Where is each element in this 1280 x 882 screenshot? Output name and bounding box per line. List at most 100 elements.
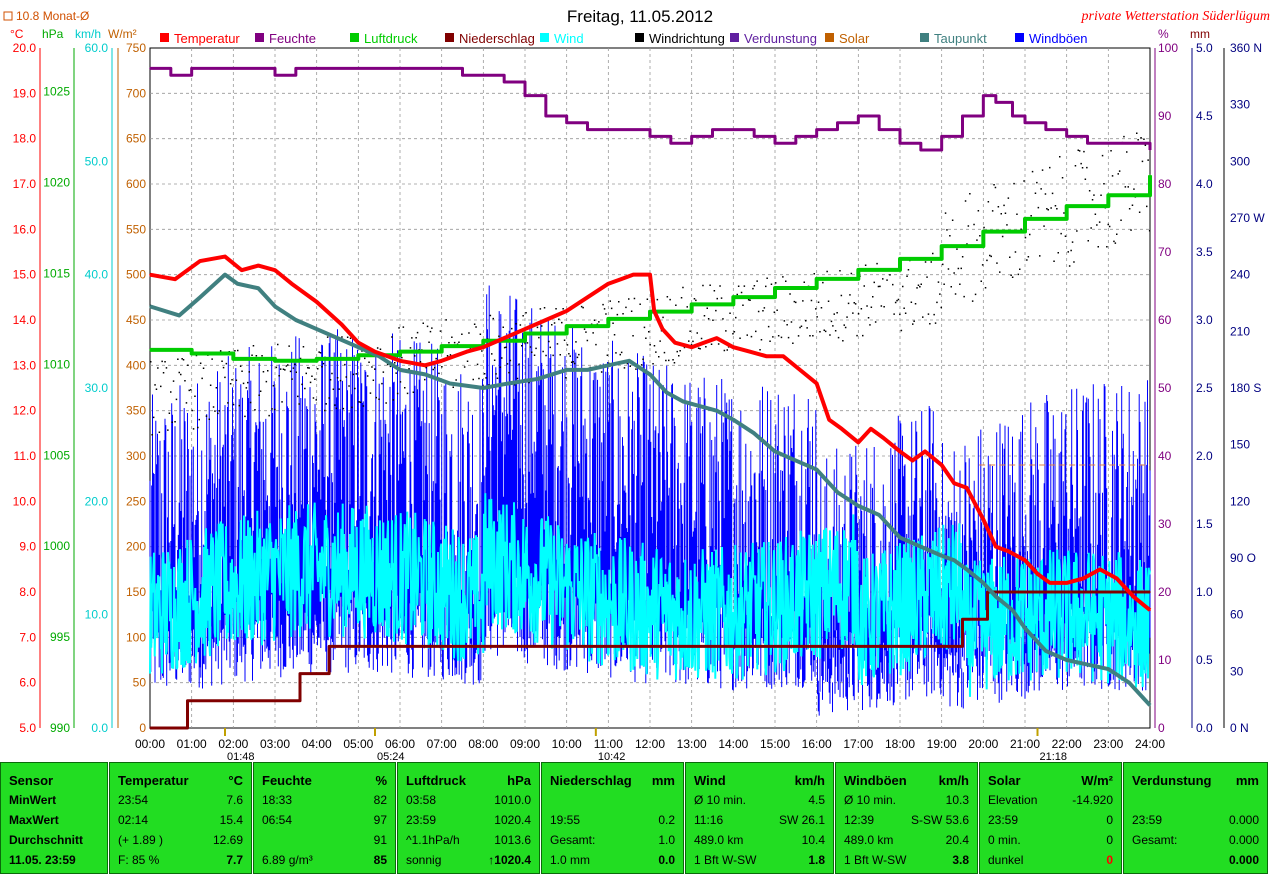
stats-label: MaxWert	[9, 813, 59, 827]
point-temperatur	[690, 346, 693, 349]
stats-value: 0	[1106, 833, 1113, 847]
point-luftdruck	[690, 303, 693, 306]
stats-header: Luftdruck hPa	[406, 773, 531, 789]
point-feuchte	[170, 74, 172, 76]
stats-label: Durchschnitt	[9, 833, 84, 847]
tick-time: 08:00	[468, 737, 498, 751]
point-temperatur	[653, 310, 655, 312]
point-temperatur	[782, 355, 785, 358]
stats-header-label: Feuchte	[262, 773, 312, 788]
stats-row: Ø 10 min. 10.3	[844, 793, 969, 809]
stats-label: ^1.1hPa/h	[406, 833, 460, 847]
tick-direction: 270 W	[1230, 211, 1265, 225]
point-taupunkt	[607, 364, 610, 367]
stats-row: 1 Bft W-SW 3.8	[844, 853, 969, 869]
point-luftdruck	[482, 339, 485, 342]
tick-rain: 5.0	[1196, 41, 1213, 55]
legend-label: Feuchte	[269, 31, 316, 46]
point-temperatur	[1024, 559, 1026, 562]
stats-header-unit: °C	[228, 773, 243, 788]
series-wind	[149, 493, 1151, 697]
monat-marker	[3, 11, 13, 21]
stats-label: dunkel	[988, 853, 1024, 867]
point-feuchte	[565, 122, 568, 124]
legend-swatch	[160, 33, 169, 42]
stats-label: 23:59	[406, 813, 437, 827]
point-taupunkt	[628, 360, 630, 362]
tick-solar: 750	[126, 41, 146, 55]
legend-label: Wind	[554, 31, 584, 46]
stats-label: 02:14	[118, 813, 149, 827]
point-temperatur	[290, 282, 293, 285]
point-feuchte	[920, 149, 922, 151]
point-taupunkt	[940, 554, 943, 557]
tick-pressure: 1005	[43, 448, 70, 462]
axis-unit-temp: °C	[10, 27, 24, 41]
stats-row: 489.0 km 20.4	[844, 833, 969, 849]
tick-temp: 20.0	[13, 41, 37, 55]
tick-temp: 15.0	[13, 268, 37, 282]
point-taupunkt	[899, 536, 901, 539]
legend-swatch	[255, 33, 264, 42]
point-feuchte	[1086, 142, 1089, 144]
point-feuchte	[795, 135, 797, 138]
stats-value: -14.920	[1072, 793, 1113, 807]
tick-temp: 14.0	[13, 313, 37, 327]
point-luftdruck	[857, 269, 860, 271]
point-taupunkt	[1149, 704, 1151, 707]
point-luftdruck	[190, 352, 193, 355]
stats-label: 23:59	[988, 813, 1019, 827]
legend-label: Solar	[839, 31, 870, 46]
point-temperatur	[799, 369, 801, 371]
tick-time: 09:00	[510, 737, 540, 751]
marker-label: 10:42	[598, 751, 626, 762]
point-temperatur	[953, 482, 955, 485]
stats-col-feuchte: Feuchte% 18:33 82 06:54 97 91 6.89 g/m³ 85	[253, 762, 396, 874]
tick-temp: 19.0	[13, 86, 37, 100]
point-feuchte	[211, 67, 214, 70]
stats-row: 0 min. 0	[988, 833, 1113, 849]
point-luftdruck	[940, 245, 943, 247]
point-taupunkt	[982, 582, 985, 584]
stats-header-unit: W/m²	[1081, 773, 1113, 788]
station-name: private Wetterstation Süderlügum	[1081, 9, 1270, 24]
tick-direction: 120	[1230, 494, 1250, 508]
stats-value: 0.000	[1228, 813, 1259, 827]
point-luftdruck	[232, 358, 235, 360]
point-temperatur	[1065, 582, 1068, 584]
tick-solar: 250	[126, 494, 146, 508]
tick-humidity: 40	[1158, 449, 1172, 463]
stats-row: 03:58 1010.0	[406, 793, 531, 809]
point-feuchte	[190, 67, 193, 70]
stats-value: ↑1020.4	[488, 853, 531, 867]
point-taupunkt	[536, 378, 539, 380]
tick-temp: 8.0	[19, 585, 36, 599]
point-feuchte	[774, 142, 776, 144]
stats-label: 1.0 mm	[550, 853, 591, 867]
point-feuchte	[503, 81, 505, 83]
point-temperatur	[149, 273, 151, 276]
point-temperatur	[899, 450, 901, 453]
stats-row: 11.05. 23:59	[9, 853, 99, 869]
point-luftdruck	[315, 358, 318, 360]
right-strip	[1268, 48, 1280, 728]
point-feuchte	[482, 74, 485, 76]
stats-label: 0 min.	[988, 833, 1021, 847]
point-luftdruck	[607, 318, 610, 320]
point-taupunkt	[1045, 650, 1047, 652]
tick-rain: 3.0	[1196, 313, 1213, 327]
legend-label: Verdunstung	[744, 31, 817, 46]
tick-direction: 300	[1230, 154, 1250, 168]
tick-time: 02:00	[218, 737, 248, 751]
tick-solar: 600	[126, 177, 146, 191]
point-temperatur	[1132, 595, 1135, 598]
point-feuchte	[586, 128, 589, 131]
stats-row: 6.89 g/m³ 85	[262, 853, 387, 869]
stats-col-sensor: Sensor MinWert MaxWert Durchschnitt 11.05. 2…	[0, 762, 108, 874]
stats-header: Feuchte%	[262, 773, 387, 789]
point-taupunkt	[236, 282, 239, 285]
point-luftdruck	[732, 296, 735, 298]
stats-col-niederschlag: Niederschlag mm 19:55 0.2 Gesamt: 1.0 1.0 mm 0.…	[541, 762, 684, 874]
stats-value: 3.8	[952, 853, 969, 867]
stats-row: 02:14 15.4	[118, 813, 243, 829]
